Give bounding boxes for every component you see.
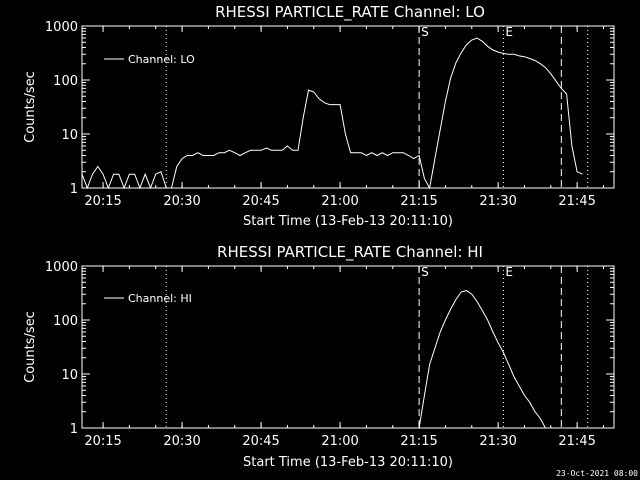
panel-hi-x-tick-label: 21:45	[558, 434, 595, 449]
panel-lo-ticks: 20:15 20:30 20:45 21:00 21:15 21:30 21:45 1 10 10…	[45, 20, 614, 209]
panel-hi-legend: Channel: HI	[104, 292, 192, 305]
panel-hi-x-tick-label: 20:45	[242, 434, 279, 449]
footer-timestamp: 23-Oct-2021 08:00	[556, 469, 638, 478]
panel-hi-series-line	[418, 290, 546, 429]
panel-hi-y-axis-label: Counts/sec	[23, 311, 38, 383]
panel-lo-plot-frame	[81, 25, 615, 189]
panel-hi-marker-label: E	[505, 265, 513, 279]
panel-lo-x-tick-label: 21:15	[400, 194, 437, 209]
panel-hi-y-tick-label: 10	[61, 368, 78, 383]
panel-hi-x-tick-label: 21:30	[479, 434, 516, 449]
panel-hi-y-tick-label: 1	[70, 422, 78, 437]
panel-hi-series	[418, 290, 546, 429]
panel-hi-plot-frame	[81, 265, 615, 429]
panel-hi-x-tick-label: 21:00	[321, 434, 358, 449]
panel-lo-y-tick-label: 100	[53, 74, 78, 89]
panel-lo-x-tick-label: 21:30	[479, 194, 516, 209]
panel-lo-y-tick-label: 1000	[45, 20, 78, 35]
panel-hi: RHESSI PARTICLE_RATE Channel: HI 20:15 20…	[23, 243, 615, 470]
panel-lo-x-tick-label: 20:45	[242, 194, 279, 209]
panel-hi-y-tick-label: 100	[53, 314, 78, 329]
panel-lo-marker-label: E	[505, 25, 513, 39]
panel-hi-x-tick-label: 21:15	[400, 434, 437, 449]
panel-lo-x-tick-label: 21:00	[321, 194, 358, 209]
panel-lo-series	[81, 37, 583, 190]
panel-lo-x-tick-label: 20:15	[84, 194, 121, 209]
panel-hi-x-tick-label: 20:15	[84, 434, 121, 449]
panel-lo-x-axis-label: Start Time (13-Feb-13 20:11:10)	[243, 214, 453, 229]
panel-hi-y-tick-label: 1000	[45, 260, 78, 275]
panel-lo-y-axis-label: Counts/sec	[23, 71, 38, 143]
panel-lo: RHESSI PARTICLE_RATE Channel: LO 20:15 20…	[23, 3, 615, 229]
panel-lo-y-tick-label: 10	[61, 128, 78, 143]
panel-lo-x-tick-label: 21:45	[558, 194, 595, 209]
panel-hi-x-axis-label: Start Time (13-Feb-13 20:11:10)	[243, 455, 453, 470]
panel-lo-x-tick-label: 20:30	[163, 194, 200, 209]
panel-lo-legend: Channel: LO	[104, 53, 195, 66]
panel-lo-legend-label: Channel: LO	[128, 53, 195, 66]
panel-hi-ticks: 20:15 20:30 20:45 21:00 21:15 21:30 21:45 1 10 10…	[45, 260, 614, 449]
panel-lo-marker-label: S	[421, 25, 429, 39]
panel-lo-y-tick-label: 1	[70, 182, 78, 197]
panel-lo-series-line	[81, 37, 583, 190]
panel-lo-title: RHESSI PARTICLE_RATE Channel: LO	[215, 3, 485, 22]
panel-hi-x-tick-label: 20:30	[163, 434, 200, 449]
panel-hi-marker-label: S	[421, 265, 429, 279]
panel-hi-title: RHESSI PARTICLE_RATE Channel: HI	[217, 243, 483, 262]
panel-hi-legend-label: Channel: HI	[128, 292, 192, 305]
